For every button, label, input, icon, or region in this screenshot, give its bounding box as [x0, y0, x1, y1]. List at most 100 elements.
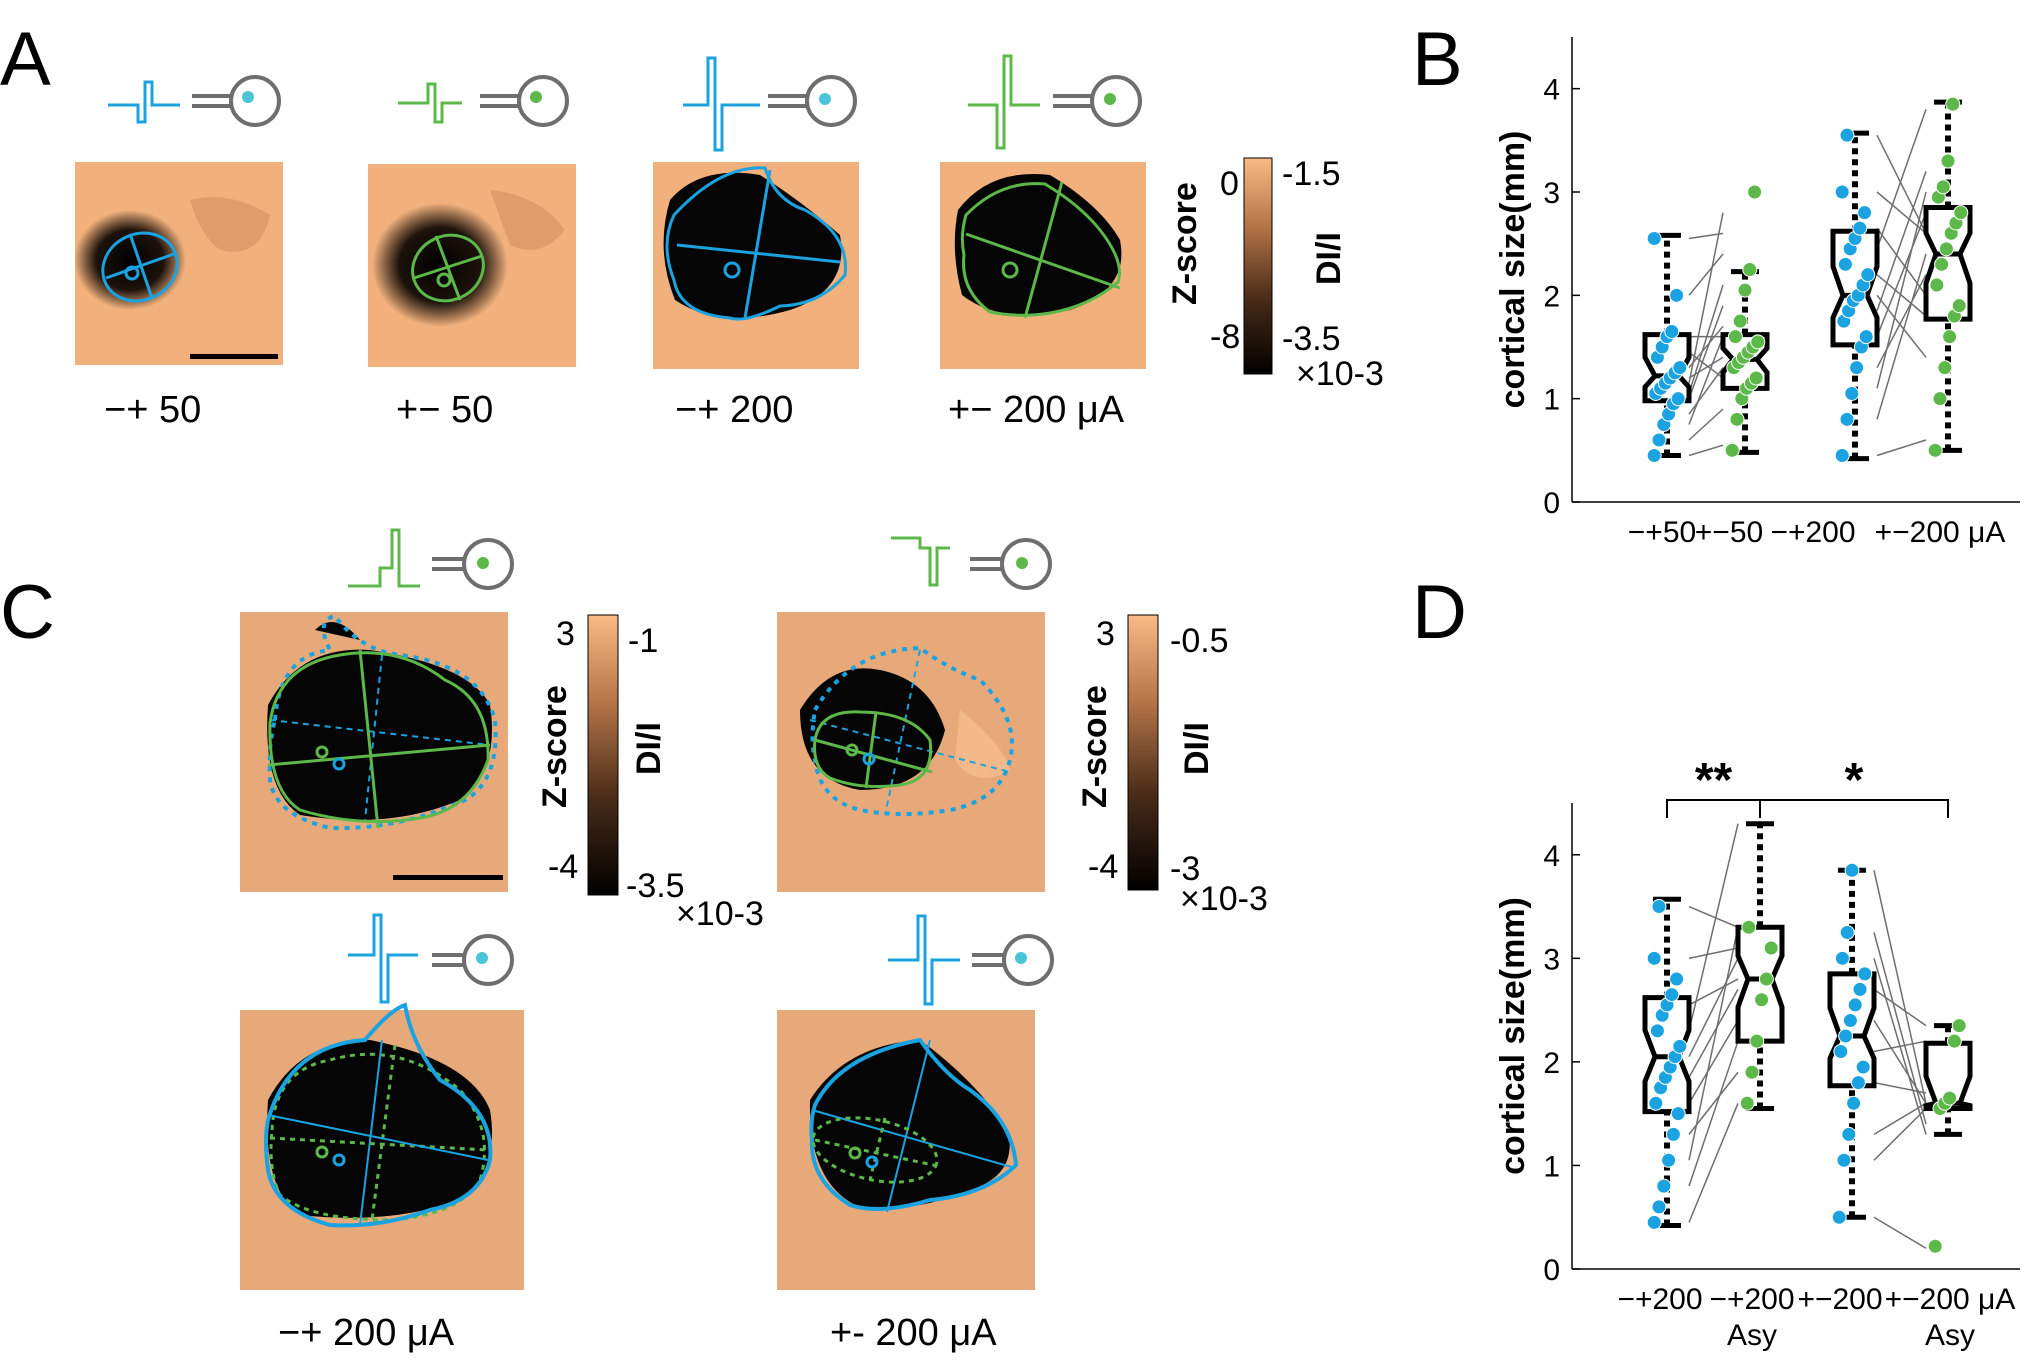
- cb-a-dbottom: -3.5: [1282, 320, 1341, 358]
- pair-line: [1876, 212, 1927, 337]
- data-point: [1724, 442, 1740, 458]
- data-point: [1850, 1075, 1866, 1091]
- pair-line: [1873, 958, 1927, 1135]
- data-point: [1732, 313, 1748, 329]
- data-point: [1737, 282, 1753, 298]
- cb-c1-ztop: 3: [556, 615, 575, 653]
- data-point: [1860, 267, 1876, 283]
- data-point: [1669, 971, 1685, 987]
- x-tick-label: +−200 μA: [1885, 1283, 2016, 1316]
- data-point: [1651, 1199, 1667, 1215]
- data-point: [1857, 966, 1873, 982]
- colorbar-a: 0 -8 Z-score -1.5 -3.5 DI/I ×10-3: [1166, 155, 1384, 393]
- data-point: [1664, 324, 1680, 339]
- x-tick-label: −+50: [1628, 516, 1696, 549]
- data-point: [1833, 1044, 1849, 1060]
- pair-line: [1688, 927, 1739, 1161]
- cb-a-dlabel: DI/I: [1310, 232, 1348, 285]
- data-point: [1852, 981, 1868, 997]
- data-point: [1841, 1126, 1857, 1142]
- pair-line: [1688, 1071, 1739, 1135]
- imaging-map: [240, 612, 508, 892]
- cb-c1-dlabel: DI/I: [630, 722, 668, 775]
- pair-line: [1873, 1107, 1927, 1161]
- data-point: [1929, 277, 1945, 293]
- panel-label-b: B: [1412, 17, 1463, 102]
- data-point: [1942, 329, 1958, 345]
- cb-c2-dlabel: DI/I: [1178, 722, 1216, 775]
- panel-label-c: C: [0, 570, 55, 655]
- data-point: [1661, 1152, 1677, 1168]
- data-point: [1649, 1023, 1665, 1039]
- x-tick-label: +−50: [1695, 516, 1763, 549]
- imaging-map: [940, 162, 1146, 369]
- data-point: [1837, 256, 1853, 272]
- data-point: [1953, 205, 1969, 221]
- electrode-dot: [476, 557, 1028, 964]
- data-point: [1754, 992, 1770, 1008]
- data-point: [1927, 442, 1943, 458]
- cb-c1-zbottom: -4: [548, 848, 578, 886]
- pair-line: [1688, 305, 1724, 399]
- data-point: [1646, 231, 1662, 246]
- caption-a: −+ 50 +− 50 −+ 200 +− 200 μA: [104, 389, 1125, 431]
- panel-label-a: A: [0, 17, 51, 102]
- y-axis-label: cortical size(mm): [1494, 897, 1532, 1175]
- data-point: [1935, 179, 1951, 195]
- data-point: [1951, 1018, 1967, 1034]
- cb-c1-dtop: -1: [628, 622, 658, 660]
- x-sub-label: Asy: [1925, 1319, 1975, 1352]
- data-point: [1672, 360, 1688, 376]
- imaging-map: [368, 164, 576, 367]
- cb-c2-ztop: 3: [1096, 615, 1115, 653]
- imaging-map: [777, 612, 1045, 892]
- significance-star: **: [1695, 754, 1733, 807]
- caption-a-1: −+ 50: [104, 389, 201, 431]
- significance-star: *: [1845, 754, 1864, 807]
- cb-c1-zlabel: Z-score: [536, 685, 574, 808]
- pair-line: [1873, 1102, 1927, 1136]
- chart-b: 0 1 2 3 4 cortical size(mm) −+50+−50 −+200 +−200…: [1494, 37, 2020, 549]
- box: [1642, 332, 1692, 404]
- waveform-icon: [108, 54, 1040, 152]
- pair-line: [1876, 253, 1927, 420]
- pair-line: [1688, 325, 1724, 369]
- data-point: [1669, 287, 1685, 303]
- y-axis-label: cortical size(mm): [1494, 131, 1532, 409]
- data-point: [1646, 950, 1662, 966]
- y-tick-label: 4: [1543, 840, 1560, 873]
- panel-label-d: D: [1412, 570, 1467, 655]
- x-tick-label: −+200: [1709, 1283, 1794, 1316]
- significance-bracket: [1759, 799, 1949, 818]
- data-point: [1744, 1064, 1760, 1080]
- data-point: [1932, 391, 1948, 407]
- cb-c1-dbottom: -3.5: [626, 867, 685, 905]
- data-point: [1852, 220, 1868, 236]
- pair-line: [1688, 212, 1724, 384]
- x-tick-label: −+200: [1770, 516, 1855, 549]
- caption-a-2: +− 50: [396, 389, 493, 431]
- data-point: [1839, 127, 1855, 143]
- pair-line: [1876, 191, 1927, 389]
- y-tick-label: 0: [1543, 1254, 1560, 1287]
- box: [1923, 205, 1973, 322]
- data-point: [1651, 899, 1667, 915]
- box: [1827, 971, 1877, 1089]
- pair-line: [1876, 191, 1927, 234]
- pair-line: [1876, 294, 1927, 358]
- pair-line: [1688, 336, 1724, 425]
- data-point: [1656, 1178, 1672, 1194]
- cb-c1-exp: ×10-3: [676, 895, 764, 933]
- pair-line: [1688, 957, 1739, 1058]
- imaging-map: [74, 162, 283, 365]
- data-point: [1857, 205, 1873, 221]
- electrode-icon: [432, 538, 1054, 986]
- x-tick-label: −+200: [1617, 1283, 1702, 1316]
- data-point: [1747, 184, 1763, 200]
- colorbar-c-left: 3 -4 Z-score -1 -3.5 DI/I ×10-3: [536, 614, 764, 933]
- data-point: [1646, 448, 1662, 463]
- data-point: [1946, 1033, 1962, 1049]
- pair-line: [1873, 988, 1927, 1027]
- data-point: [1927, 1238, 1943, 1254]
